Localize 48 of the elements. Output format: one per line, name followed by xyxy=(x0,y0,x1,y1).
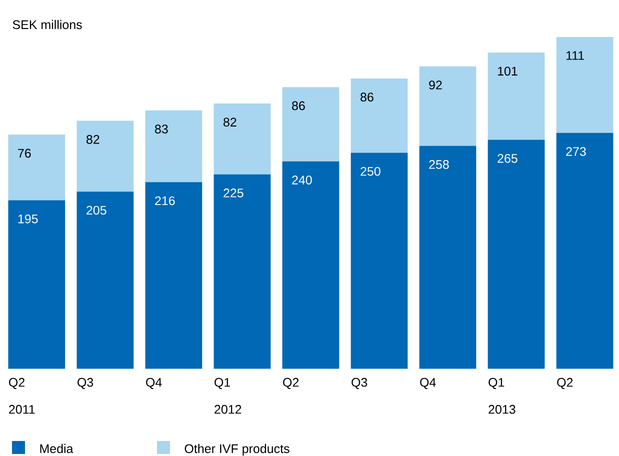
x-tick-label: Q3 xyxy=(352,378,368,390)
data-label: 250 xyxy=(360,166,380,176)
bar xyxy=(419,66,476,146)
data-label: 86 xyxy=(292,101,305,110)
data-label: 265 xyxy=(498,154,518,163)
x-tick-label: Q4 xyxy=(146,378,162,390)
category-label: Q1 2013 xyxy=(488,378,516,414)
x-tick-label: Q3 xyxy=(78,378,94,390)
legend-label: Other IVF products xyxy=(184,444,290,456)
x-tick-label: Q4 xyxy=(420,378,436,390)
bar xyxy=(8,134,66,200)
bar xyxy=(8,200,66,369)
data-label: 83 xyxy=(155,124,168,134)
bar xyxy=(350,78,408,153)
data-label: 240 xyxy=(292,176,312,184)
x-tick-label: Q2 xyxy=(283,378,299,390)
bar xyxy=(214,104,271,174)
bar xyxy=(145,110,202,182)
data-label: 92 xyxy=(429,80,442,90)
data-label: 273 xyxy=(566,147,586,156)
data-label: 86 xyxy=(360,92,374,102)
bar xyxy=(488,140,545,369)
bar xyxy=(76,192,134,369)
bar xyxy=(419,146,476,369)
category-label: Q1 2012 xyxy=(214,378,242,414)
bar xyxy=(76,120,134,192)
bar xyxy=(282,87,340,162)
data-label: 82 xyxy=(86,134,100,144)
bar xyxy=(282,161,340,369)
data-label: 225 xyxy=(224,188,244,198)
data-label: 195 xyxy=(18,214,38,224)
x-tick-label: Q2 xyxy=(557,378,573,390)
category-label: Q2 2011 xyxy=(9,378,35,414)
data-label: 101 xyxy=(498,66,518,76)
bar xyxy=(350,152,408,369)
bar xyxy=(214,174,271,369)
chart-title: SEK millions xyxy=(12,20,82,30)
data-label: 76 xyxy=(18,148,31,158)
data-label: 258 xyxy=(429,160,449,169)
legend-label: Media xyxy=(40,444,74,454)
bar xyxy=(145,182,202,369)
data-label: 216 xyxy=(155,196,175,206)
data-label: 82 xyxy=(224,118,236,127)
data-label: 111 xyxy=(566,51,584,60)
bar xyxy=(556,37,614,133)
data-label: 205 xyxy=(86,206,106,215)
bar xyxy=(556,132,614,369)
bar xyxy=(488,52,545,140)
